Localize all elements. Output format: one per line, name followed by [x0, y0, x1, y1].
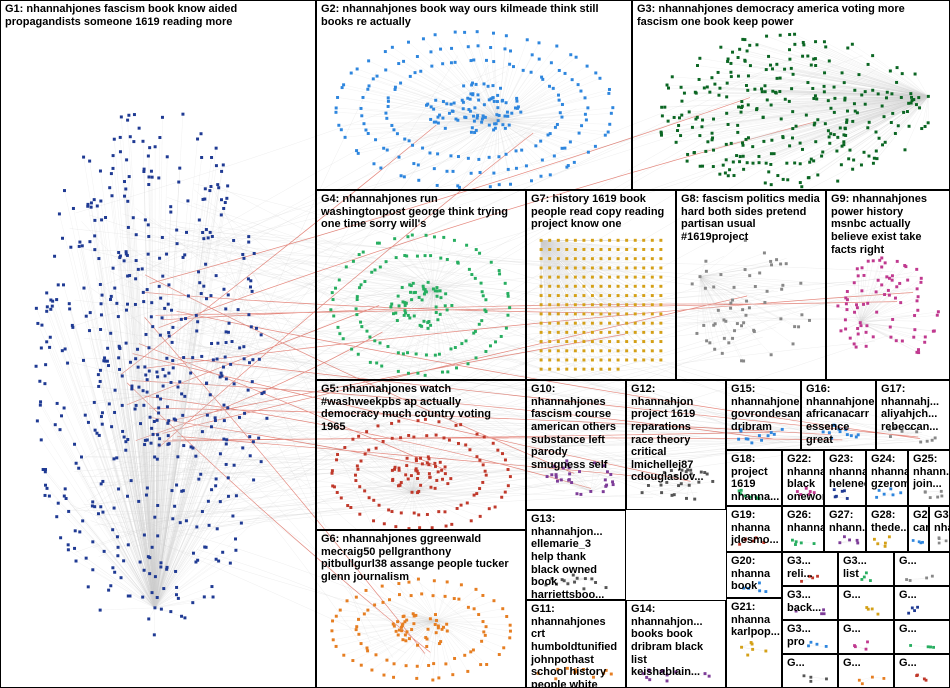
cluster-panel-g14: G14: nhannahjon... books book dribram bl… [626, 600, 726, 688]
cluster-panel-g31: G3... reli... [782, 552, 838, 586]
cluster-svg-g3 [633, 1, 949, 189]
cluster-svg-g32 [839, 553, 893, 585]
cluster-panel-g9: G9: nhannahjones power history msnbc act… [826, 190, 950, 380]
cluster-svg-g7 [527, 191, 675, 379]
cluster-svg-g34 [783, 587, 837, 619]
cluster-panel-g11: G11: nhannahjones crt humboldtunified jo… [526, 600, 626, 688]
cluster-panel-g36: G... [894, 586, 950, 620]
cluster-panel-g37: G3... pro [782, 620, 838, 654]
cluster-panel-g23: G23: nhanna helenec [824, 450, 866, 506]
cluster-svg-g4 [317, 191, 525, 379]
cluster-svg-g41 [839, 655, 893, 687]
cluster-panel-g28: G28: thede... [866, 506, 908, 552]
cluster-panel-g42: G... [894, 654, 950, 688]
cluster-svg-g33 [895, 553, 949, 585]
cluster-svg-g10 [527, 381, 625, 509]
cluster-panel-g26: G26: nhanna [782, 506, 824, 552]
cluster-svg-g40 [783, 655, 837, 687]
cluster-panel-g22: G22: nhanna black onewor... [782, 450, 824, 506]
cluster-svg-g29 [909, 507, 928, 551]
cluster-svg-g27 [825, 507, 865, 551]
cluster-svg-g8 [677, 191, 825, 379]
cluster-svg-g35 [839, 587, 893, 619]
cluster-panel-g3: G3: nhannahjones democracy america votin… [632, 0, 950, 190]
cluster-panel-g32: G3... list [838, 552, 894, 586]
cluster-panel-g21: G21: nhanna karlpop... [726, 598, 782, 688]
network-canvas: G1: nhannahjones fascism book know aided… [0, 0, 950, 688]
cluster-panel-g20: G20: nhanna book [726, 552, 782, 598]
cluster-svg-g30 [930, 507, 949, 551]
cluster-panel-g5: G5: nhannahjones watch #washweekpbs ap a… [316, 380, 526, 530]
cluster-panel-g41: G... [838, 654, 894, 688]
cluster-svg-g2 [317, 1, 631, 189]
cluster-panel-g35: G... [838, 586, 894, 620]
cluster-panel-g38: G... [838, 620, 894, 654]
cluster-svg-g20 [727, 553, 781, 597]
cluster-panel-g13: G13: nhannahjon... ellemarie_3 help than… [526, 510, 626, 600]
cluster-svg-g31 [783, 553, 837, 585]
cluster-svg-g38 [839, 621, 893, 653]
cluster-panel-g2: G2: nhannahjones book way ours kilmeade … [316, 0, 632, 190]
cluster-svg-g5 [317, 381, 525, 529]
cluster-svg-g21 [727, 599, 781, 687]
cluster-panel-g15: G15: nhannahjones govrondesantis dribram [726, 380, 801, 450]
cluster-svg-g14 [627, 601, 725, 687]
cluster-svg-g16 [802, 381, 875, 449]
cluster-panel-g1: G1: nhannahjones fascism book know aided… [0, 0, 316, 688]
cluster-svg-g37 [783, 621, 837, 653]
cluster-panel-g17: G17: nhannahj... aliyahjch... rebeccan..… [876, 380, 950, 450]
cluster-svg-g19 [727, 507, 781, 551]
cluster-svg-g36 [895, 587, 949, 619]
cluster-panel-g8: G8: fascism politics media hard both sid… [676, 190, 826, 380]
cluster-svg-g1 [1, 1, 315, 687]
cluster-svg-g6 [317, 531, 525, 687]
cluster-svg-g28 [867, 507, 907, 551]
cluster-panel-g18: G18: project 1619 nhanna... [726, 450, 782, 506]
cluster-panel-g34: G3... back... [782, 586, 838, 620]
cluster-panel-g4: G4: nhannahjones run washingtonpost geor… [316, 190, 526, 380]
cluster-svg-g22 [783, 451, 823, 505]
cluster-panel-g39: G... [894, 620, 950, 654]
cluster-panel-g7: G7: history 1619 book people read copy r… [526, 190, 676, 380]
cluster-panel-g30: G30: nha... [929, 506, 950, 552]
cluster-svg-g13 [527, 511, 625, 599]
cluster-panel-g40: G... [782, 654, 838, 688]
cluster-svg-g23 [825, 451, 865, 505]
cluster-svg-g12 [627, 381, 725, 509]
cluster-svg-g26 [783, 507, 823, 551]
cluster-panel-g12: G12: nhannahjon project 1619 reparations… [626, 380, 726, 510]
cluster-svg-g18 [727, 451, 781, 505]
cluster-panel-g33: G... [894, 552, 950, 586]
cluster-svg-g15 [727, 381, 800, 449]
cluster-panel-g25: G25: nhann... join... [908, 450, 950, 506]
cluster-svg-g24 [867, 451, 907, 505]
cluster-panel-g27: G27: nhann... [824, 506, 866, 552]
cluster-svg-g25 [909, 451, 949, 505]
cluster-svg-g11 [527, 601, 625, 687]
cluster-panel-g19: G19: nhanna jdesmo... [726, 506, 782, 552]
cluster-panel-g16: G16: nhannahjones africanacarr essence g… [801, 380, 876, 450]
cluster-svg-g17 [877, 381, 949, 449]
cluster-panel-g10: G10: nhannahjones fascism course america… [526, 380, 626, 510]
cluster-panel-g6: G6: nhannahjones ggreenwald mecraig50 pe… [316, 530, 526, 688]
cluster-panel-g29: G29: cam... [908, 506, 929, 552]
cluster-svg-g39 [895, 621, 949, 653]
cluster-svg-g9 [827, 191, 949, 379]
cluster-panel-g24: G24: nhanna gzerom [866, 450, 908, 506]
cluster-svg-g42 [895, 655, 949, 687]
